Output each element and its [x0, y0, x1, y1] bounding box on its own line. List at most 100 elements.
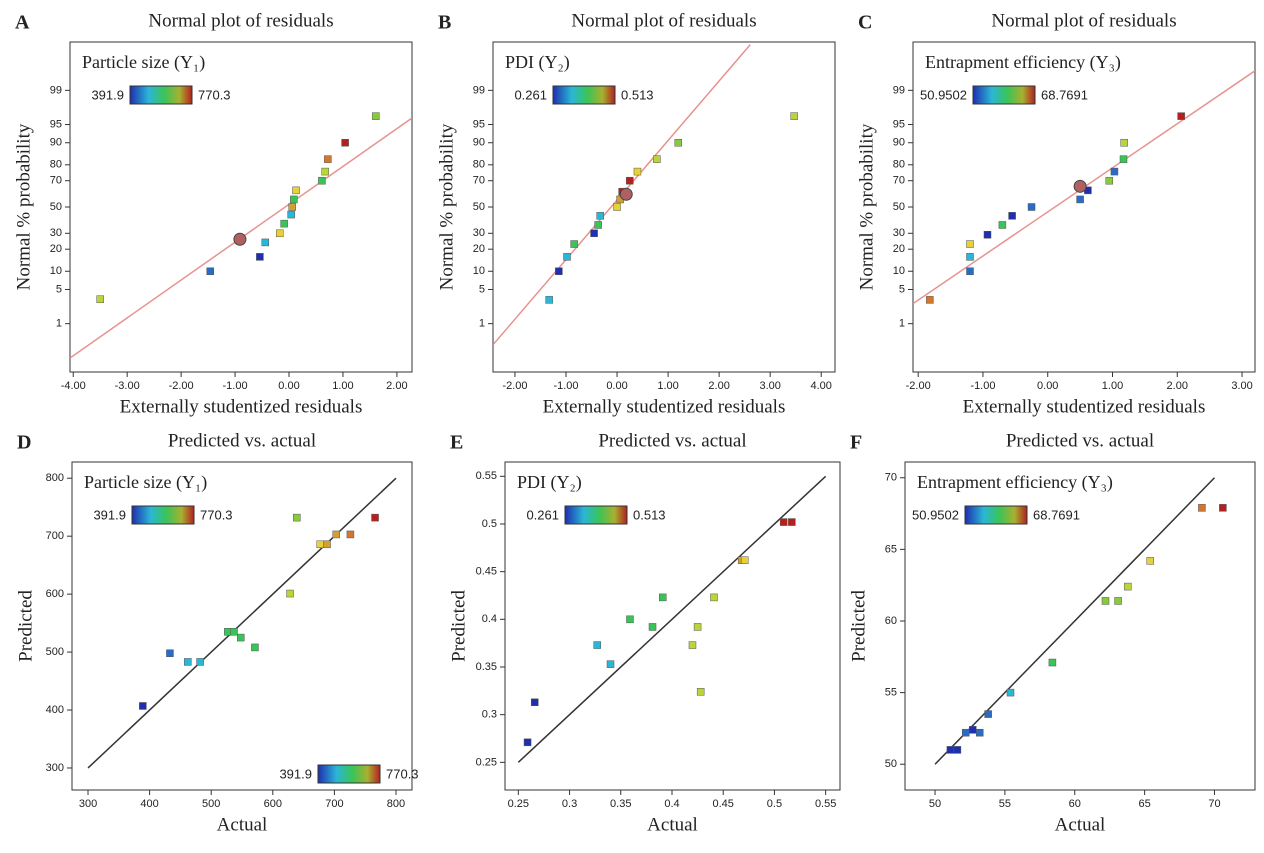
chart-title: Predicted vs. actual — [1006, 430, 1154, 451]
y-tick-label: 90 — [50, 137, 62, 149]
x-tick-label: 1.00 — [1102, 380, 1123, 392]
x-tick-label: -1.00 — [553, 380, 578, 392]
colorbar — [129, 85, 193, 105]
y-tick-label: 99 — [473, 84, 485, 96]
y-tick-label: 0.4 — [482, 613, 497, 625]
y-tick-label: 1 — [899, 318, 905, 330]
data-point — [1177, 112, 1185, 120]
colorbar-min: 0.261 — [514, 87, 547, 102]
x-axis-label: Actual — [217, 814, 268, 835]
data-point — [293, 513, 301, 522]
y-tick-label: 70 — [893, 175, 905, 187]
x-tick-label: 300 — [79, 798, 97, 810]
data-point — [96, 295, 104, 303]
x-tick-label: 0.00 — [1037, 380, 1058, 392]
x-tick-label: 50 — [929, 798, 941, 810]
colorbar — [552, 85, 616, 105]
data-point — [983, 230, 992, 239]
y-tick-label: 500 — [46, 646, 64, 658]
fit-line — [934, 477, 1216, 765]
y-tick-label: 80 — [50, 159, 62, 171]
data-point — [953, 746, 962, 754]
y-tick-label: 65 — [885, 543, 897, 555]
x-axis-label: Externally studentized residuals — [120, 396, 363, 417]
data-point — [962, 728, 970, 737]
data-point — [287, 210, 295, 219]
x-tick-label: 0.4 — [664, 798, 679, 810]
x-tick-label: 4.00 — [811, 380, 832, 392]
x-tick-label: 400 — [140, 798, 158, 810]
data-point — [966, 253, 974, 261]
y-tick-label: 5 — [56, 283, 62, 295]
colorbar-min: 50.9502 — [912, 507, 959, 522]
panel-label: D — [17, 432, 31, 454]
data-point — [184, 658, 192, 666]
data-point — [280, 219, 288, 228]
y-tick-label: 0.3 — [482, 709, 497, 721]
panel-label: B — [438, 12, 451, 34]
y-tick-label: 70 — [885, 472, 897, 484]
fit-line — [87, 477, 397, 769]
data-point — [696, 688, 705, 696]
x-tick-label: 2.00 — [1167, 380, 1188, 392]
plot-area — [87, 477, 397, 769]
data-point — [976, 728, 984, 737]
data-point — [372, 112, 380, 120]
x-tick-label: 2.00 — [708, 380, 729, 392]
chart-title: Normal plot of residuals — [571, 10, 756, 31]
data-point — [969, 726, 977, 734]
data-point — [593, 641, 601, 649]
data-point — [530, 698, 539, 707]
data-point — [1114, 597, 1122, 605]
plot-frame — [904, 461, 1256, 791]
y-tick-label: 400 — [46, 704, 64, 716]
data-point — [346, 530, 355, 539]
colorbar-min: 391.9 — [91, 87, 124, 102]
data-point — [594, 221, 602, 229]
y-axis-label: Predicted — [448, 590, 469, 662]
y-tick-label: 90 — [893, 137, 905, 149]
x-tick-label: 0.55 — [815, 798, 836, 810]
data-point — [237, 633, 245, 642]
x-tick-label: 600 — [264, 798, 282, 810]
data-point — [1110, 167, 1119, 176]
highlight-point — [619, 187, 633, 201]
x-tick-label: 0.00 — [278, 380, 299, 392]
plot-frame — [504, 461, 841, 791]
x-tick-label: -3.00 — [115, 380, 140, 392]
x-tick-label: 0.35 — [610, 798, 631, 810]
plot-frame — [69, 41, 413, 373]
y-tick-label: 30 — [50, 227, 62, 239]
data-point — [166, 649, 174, 657]
x-tick-label: 0.00 — [606, 380, 627, 392]
colorbar — [972, 85, 1036, 105]
data-point — [590, 229, 598, 238]
colorbar-title: Entrapment efficiency (Y₃) — [925, 52, 1121, 73]
y-tick-label: 95 — [893, 118, 905, 130]
data-point — [341, 138, 349, 147]
colorbar — [317, 764, 381, 784]
data-point — [1119, 155, 1128, 163]
data-point — [316, 540, 324, 549]
y-axis-label: Normal % probability — [13, 123, 34, 290]
data-point — [1101, 597, 1110, 605]
y-tick-label: 10 — [50, 265, 62, 277]
y-tick-label: 800 — [46, 472, 64, 484]
data-point — [674, 138, 683, 147]
plot-area — [934, 477, 1227, 765]
colorbar-max: 68.7691 — [1033, 507, 1080, 522]
x-tick-label: 1.00 — [657, 380, 678, 392]
x-tick-label: -1.00 — [970, 380, 995, 392]
x-tick-label: -2.00 — [169, 380, 194, 392]
colorbar-min: 0.261 — [526, 507, 559, 522]
colorbar — [564, 505, 628, 525]
plot-frame — [912, 41, 1256, 373]
y-tick-label: 95 — [473, 118, 485, 130]
chart-title: Predicted vs. actual — [598, 430, 746, 451]
x-tick-label: -1.00 — [223, 380, 248, 392]
chart-title: Predicted vs. actual — [168, 430, 316, 451]
colorbar-title: PDI (Y₂) — [505, 52, 570, 73]
data-point — [1008, 212, 1016, 220]
x-tick-label: 0.25 — [508, 798, 529, 810]
